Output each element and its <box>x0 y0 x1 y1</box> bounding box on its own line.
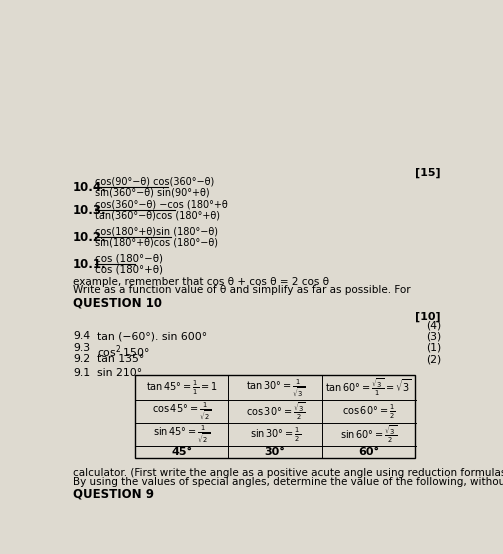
Text: $\tan 60°=\frac{\sqrt{3}}{1}=\sqrt{3}$: $\tan 60°=\frac{\sqrt{3}}{1}=\sqrt{3}$ <box>325 377 412 398</box>
Text: 10.4.: 10.4. <box>73 181 107 194</box>
Text: 9.3: 9.3 <box>73 343 90 353</box>
Text: [15]: [15] <box>415 168 441 178</box>
Text: tan(360°−θ)cos (180°+θ): tan(360°−θ)cos (180°+θ) <box>95 211 220 221</box>
Text: 9.2: 9.2 <box>73 355 90 365</box>
Text: cos (180°+θ): cos (180°+θ) <box>95 265 162 275</box>
Text: 10.1.: 10.1. <box>73 258 107 271</box>
Text: (3): (3) <box>426 331 441 341</box>
Text: sin 210°: sin 210° <box>97 367 142 377</box>
Text: Write as a function value of θ and simplify as far as possible. For: Write as a function value of θ and simpl… <box>73 285 410 295</box>
Text: $\cos 45°=\frac{1}{\sqrt{2}}$: $\cos 45°=\frac{1}{\sqrt{2}}$ <box>152 401 211 422</box>
Text: $\tan 45°=\frac{1}{1}=1$: $\tan 45°=\frac{1}{1}=1$ <box>146 378 217 397</box>
Text: $\sin 45°=\frac{1}{\sqrt{2}}$: $\sin 45°=\frac{1}{\sqrt{2}}$ <box>153 424 210 445</box>
Text: (4): (4) <box>426 321 441 331</box>
Text: (2): (2) <box>426 355 441 365</box>
Text: 30°: 30° <box>265 447 286 457</box>
Text: tan 135°: tan 135° <box>97 355 144 365</box>
Text: sin(360°−θ) sin(90°+θ): sin(360°−θ) sin(90°+θ) <box>95 188 209 198</box>
Text: 9.4: 9.4 <box>73 331 90 341</box>
Text: QUESTION 9: QUESTION 9 <box>73 488 154 501</box>
Text: $\cos^2 150°$: $\cos^2 150°$ <box>97 343 149 360</box>
Text: sin(180°+θ)cos (180°−θ): sin(180°+θ)cos (180°−θ) <box>95 238 218 248</box>
Text: $\cos 30°=\frac{\sqrt{3}}{2}$: $\cos 30°=\frac{\sqrt{3}}{2}$ <box>245 401 305 422</box>
Text: $\sin 60°=\frac{\sqrt{3}}{2}$: $\sin 60°=\frac{\sqrt{3}}{2}$ <box>340 424 397 445</box>
Text: 10.3.: 10.3. <box>73 204 107 217</box>
Text: $\cos 60°=\frac{1}{2}$: $\cos 60°=\frac{1}{2}$ <box>342 402 395 420</box>
Text: 9.1: 9.1 <box>73 367 90 377</box>
Text: cos(90°−θ) cos(360°−θ): cos(90°−θ) cos(360°−θ) <box>95 176 214 186</box>
Text: 60°: 60° <box>358 447 379 457</box>
Text: $\tan 30°=\frac{1}{\sqrt{3}}$: $\tan 30°=\frac{1}{\sqrt{3}}$ <box>246 377 305 398</box>
Text: QUESTION 10: QUESTION 10 <box>73 297 162 310</box>
Text: tan (−60°). sin 600°: tan (−60°). sin 600° <box>97 331 207 341</box>
Text: cos(360°−θ) −cos (180°+θ: cos(360°−θ) −cos (180°+θ <box>95 199 227 209</box>
Text: (1): (1) <box>426 343 441 353</box>
Text: 10.2.: 10.2. <box>73 231 107 244</box>
Text: example, remember that cos θ + cos θ = 2 cos θ: example, remember that cos θ + cos θ = 2… <box>73 276 329 286</box>
Text: 45°: 45° <box>171 447 192 457</box>
Text: $\sin 30°=\frac{1}{2}$: $\sin 30°=\frac{1}{2}$ <box>249 425 301 444</box>
Bar <box>135 375 415 458</box>
Text: [10]: [10] <box>415 311 441 322</box>
Text: calculator. (First write the angle as a positive acute angle using reduction for: calculator. (First write the angle as a … <box>73 469 503 479</box>
Text: cos(180°+θ)sin (180°−θ): cos(180°+θ)sin (180°−θ) <box>95 226 218 236</box>
Text: cos (180°−θ): cos (180°−θ) <box>95 253 162 263</box>
Text: By using the values of special angles, determine the value of the following, wit: By using the values of special angles, d… <box>73 477 503 487</box>
